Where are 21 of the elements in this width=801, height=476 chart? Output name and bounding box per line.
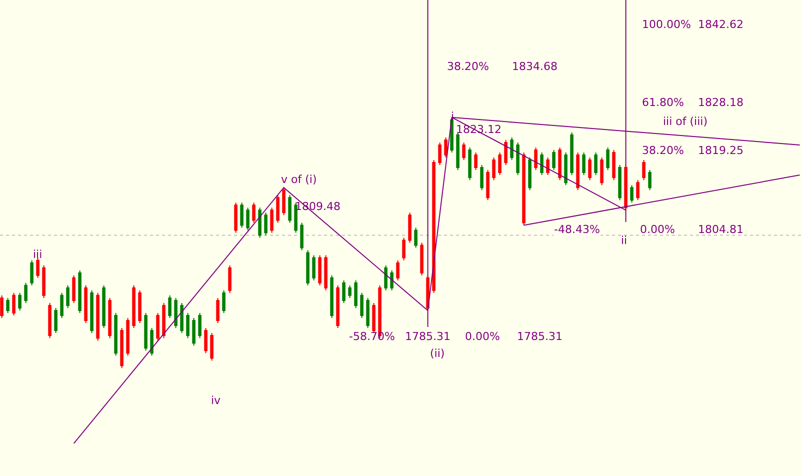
text: 1828.18 — [698, 96, 744, 109]
annotation: 0.00% — [640, 223, 675, 236]
annotation: -58.70% — [349, 330, 395, 343]
annotation: 1785.31 — [517, 330, 562, 343]
text: 1834.68 — [512, 60, 558, 73]
annotation: iii — [33, 248, 42, 261]
annotation: 1819.25 — [698, 144, 744, 157]
annotation: ii — [621, 234, 628, 247]
text: iv — [211, 394, 222, 407]
annotation: 0.00% — [465, 330, 500, 343]
annotation: v of (i) — [281, 173, 317, 186]
text: 100.00% — [642, 18, 691, 31]
text: 38.20% — [447, 60, 489, 73]
annotation: iii of (iii) — [663, 115, 708, 128]
annotation: -48.43% — [554, 223, 600, 236]
text: 1842.62 — [698, 18, 744, 31]
annotation: (ii) — [430, 347, 445, 360]
annotation: 38.20% — [642, 144, 684, 157]
annotation: 1804.81 — [698, 223, 744, 236]
text: 61.80% — [642, 96, 684, 109]
annotation: 1785.31 — [405, 330, 450, 343]
